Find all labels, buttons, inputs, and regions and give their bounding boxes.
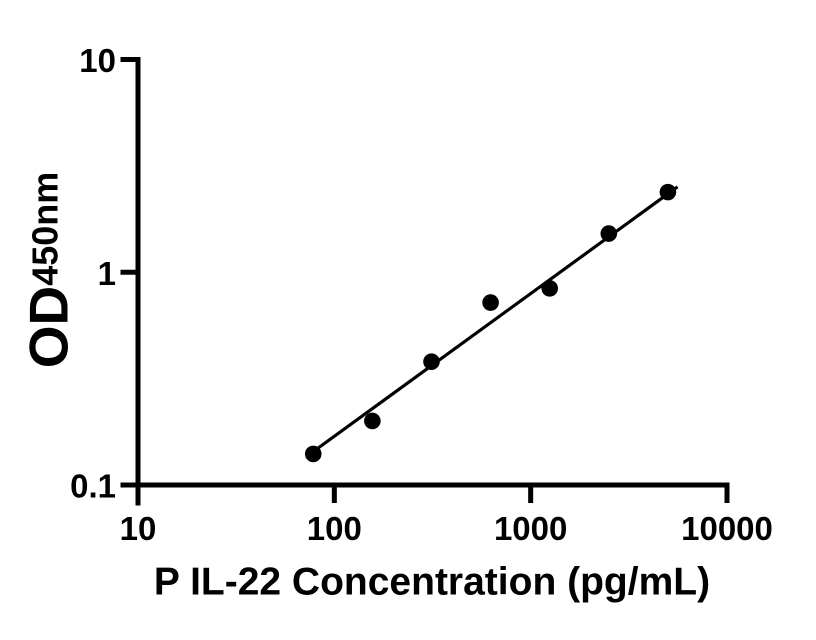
x-tick-label: 1000 xyxy=(494,510,567,547)
data-point xyxy=(659,183,677,201)
x-tick-label: 10000 xyxy=(681,510,773,547)
y-tick-label: 0.1 xyxy=(70,468,116,505)
y-axis-title-main: OD xyxy=(17,285,80,369)
x-tick-label: 10 xyxy=(120,510,157,547)
data-point xyxy=(600,225,618,242)
y-axis-title: OD 450nm xyxy=(17,171,80,369)
y-tick-label: 10 xyxy=(79,42,116,79)
fit-line xyxy=(309,185,679,455)
data-point xyxy=(541,280,558,297)
data-point xyxy=(304,445,322,463)
y-axis-title-subscript: 450nm xyxy=(24,171,66,286)
x-axis-title: P IL-22 Concentration (pg/mL) xyxy=(153,560,711,604)
data-point xyxy=(423,353,440,370)
y-tick-label: 1 xyxy=(98,255,116,292)
data-point xyxy=(364,412,381,430)
x-tick-label: 100 xyxy=(307,510,362,547)
data-point xyxy=(482,294,499,311)
